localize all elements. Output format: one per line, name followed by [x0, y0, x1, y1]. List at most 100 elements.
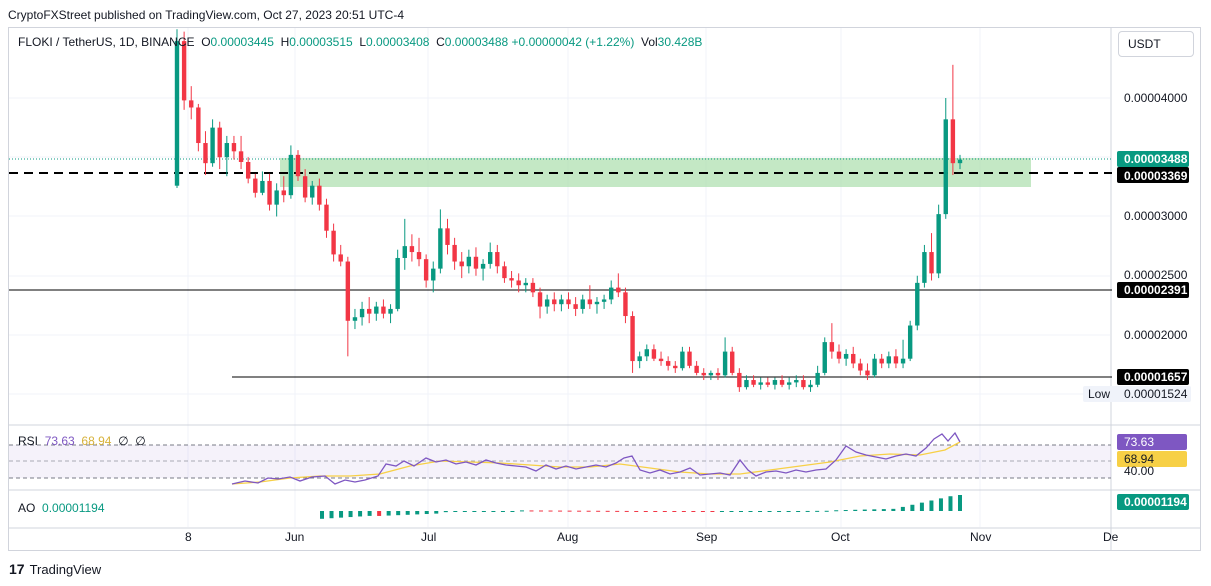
publisher-line: CryptoFXStreet published on TradingView.…	[8, 8, 404, 22]
ao-value-label: 0.00001194	[1124, 495, 1187, 509]
last-price-label: 0.00003488	[1124, 152, 1188, 166]
candle-body	[310, 185, 315, 198]
candle-body	[609, 287, 614, 300]
ao-bar	[529, 510, 534, 512]
ao-bar	[605, 510, 610, 512]
rsi-name[interactable]: RSI	[18, 434, 39, 448]
candle-body	[231, 143, 237, 152]
candle-body	[352, 317, 358, 321]
candle-body	[630, 316, 635, 362]
ao-bar	[843, 510, 848, 512]
candle-body	[708, 372, 714, 376]
ao-legend-value: 0.00001194	[42, 501, 105, 515]
open-label: O	[201, 35, 211, 49]
ao-bar	[748, 511, 753, 512]
ao-legend: AO 0.00001194	[18, 501, 105, 515]
candle-body	[722, 351, 728, 376]
candle-body	[359, 308, 365, 318]
candle-body	[772, 380, 778, 385]
low-label: Low	[1088, 387, 1110, 401]
candle-body	[651, 349, 657, 359]
ao-bar	[719, 511, 724, 512]
candle-body	[416, 252, 422, 260]
candle-body	[402, 246, 407, 258]
level-label: 0.00001657	[1124, 370, 1188, 384]
symbol-name[interactable]: FLOKI / TetherUS, 1D, BINANCE	[18, 35, 195, 49]
candle-body	[174, 41, 180, 186]
ao-bar	[320, 511, 324, 519]
tradingview-logo[interactable]: 17 TradingView	[9, 561, 101, 577]
candle-body	[687, 351, 692, 366]
tradingview-icon: 17	[9, 561, 25, 577]
ao-bar	[491, 511, 496, 512]
ao-bar	[405, 511, 410, 515]
candle-body	[658, 358, 664, 362]
ao-bar	[777, 511, 782, 512]
ao-bar	[948, 496, 953, 511]
candle-body	[673, 365, 678, 369]
candle-body	[552, 299, 557, 305]
ao-bar	[729, 511, 734, 512]
rsi-value-tag	[1117, 434, 1187, 450]
candle-body	[801, 380, 806, 388]
low-value: 0.00003408	[366, 35, 430, 49]
candle-body	[601, 299, 607, 302]
candle-body	[438, 228, 443, 269]
candle-body	[573, 304, 578, 309]
candle-body	[338, 254, 343, 262]
ao-bar	[919, 502, 924, 511]
currency-button[interactable]: USDT	[1118, 31, 1194, 57]
ao-bar	[462, 511, 467, 512]
ao-bar	[339, 511, 344, 518]
candle-body	[623, 292, 628, 317]
ao-bar	[434, 511, 439, 514]
ao-bar	[453, 511, 458, 512]
candle-body	[210, 127, 215, 164]
level-tag	[1117, 369, 1189, 385]
ao-bar	[891, 508, 896, 511]
ao-bar	[558, 510, 563, 512]
high-value: 0.00003515	[289, 35, 353, 49]
candle-body	[594, 301, 600, 305]
candle-body	[203, 143, 208, 164]
ao-bar	[596, 510, 601, 512]
candle-body	[879, 358, 884, 364]
rsi-legend: RSI 73.63 68.94 ∅ ∅	[18, 434, 146, 448]
candle-body	[744, 380, 749, 388]
ao-bar	[662, 511, 667, 512]
candle-body	[495, 252, 500, 267]
x-tick-label: De	[1103, 530, 1119, 544]
candle-body	[907, 325, 913, 359]
candle-body	[644, 349, 649, 357]
candle-body	[843, 353, 849, 359]
ao-bar	[624, 510, 629, 512]
rsi-value-label: 73.63	[1124, 435, 1154, 449]
change-value: +0.00000042 (+1.22%)	[511, 35, 635, 49]
candle-body	[751, 380, 756, 385]
ao-bar	[805, 510, 810, 512]
candle-body	[637, 356, 642, 362]
level-tag	[1117, 167, 1189, 183]
candle-body	[260, 180, 265, 193]
ao-bar	[472, 511, 477, 512]
ao-name[interactable]: AO	[18, 501, 36, 515]
y-tick-label: 0.00002000	[1124, 328, 1188, 342]
level-tag	[1117, 282, 1189, 298]
rsi-line	[231, 431, 961, 485]
candle-body	[523, 282, 528, 286]
x-tick-label: 8	[185, 530, 192, 544]
ao-bar	[415, 511, 420, 515]
x-tick-label: Jul	[421, 530, 436, 544]
ao-bar	[910, 504, 915, 511]
candle-body	[267, 180, 272, 205]
ao-bar	[938, 498, 943, 511]
low-tag	[1083, 386, 1191, 402]
grid-lines	[9, 28, 1110, 527]
candle-body	[253, 178, 258, 193]
y-tick-label: 0.00003000	[1124, 209, 1188, 223]
candle-body	[580, 299, 585, 309]
candle-body	[324, 204, 329, 231]
ao-bar	[500, 511, 505, 512]
tradingview-brand: TradingView	[29, 561, 102, 577]
